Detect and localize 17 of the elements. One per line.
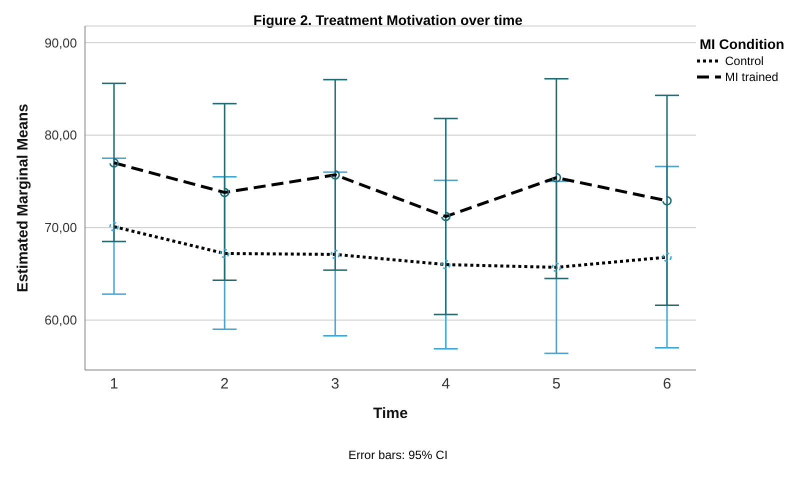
- x-tick-label: 3: [331, 376, 340, 393]
- x-tick-label: 1: [110, 376, 118, 393]
- text: Error bars: 95% CI: [347, 448, 449, 462]
- x-tick-label: 4: [442, 376, 450, 393]
- x-tick-label: 6: [662, 376, 672, 393]
- x-tick-label: 2: [220, 376, 229, 393]
- y-tick-label: 80,00: [44, 128, 77, 143]
- y-tick-label: 90,00: [44, 35, 77, 50]
- chart-title: Figure 2. Treatment Motivation over time: [252, 12, 524, 28]
- legend-label: MI trained: [725, 70, 778, 84]
- legend-label: Control: [725, 54, 764, 68]
- y-axis-title: Estimated Marginal Means: [14, 104, 32, 292]
- x-axis-title: Time: [373, 405, 408, 422]
- y-tick-label: 60,00: [44, 312, 77, 328]
- y-tick-label: 70,00: [44, 220, 77, 236]
- legend-title: MI Condition: [698, 36, 786, 52]
- x-tick-label: 5: [552, 376, 561, 393]
